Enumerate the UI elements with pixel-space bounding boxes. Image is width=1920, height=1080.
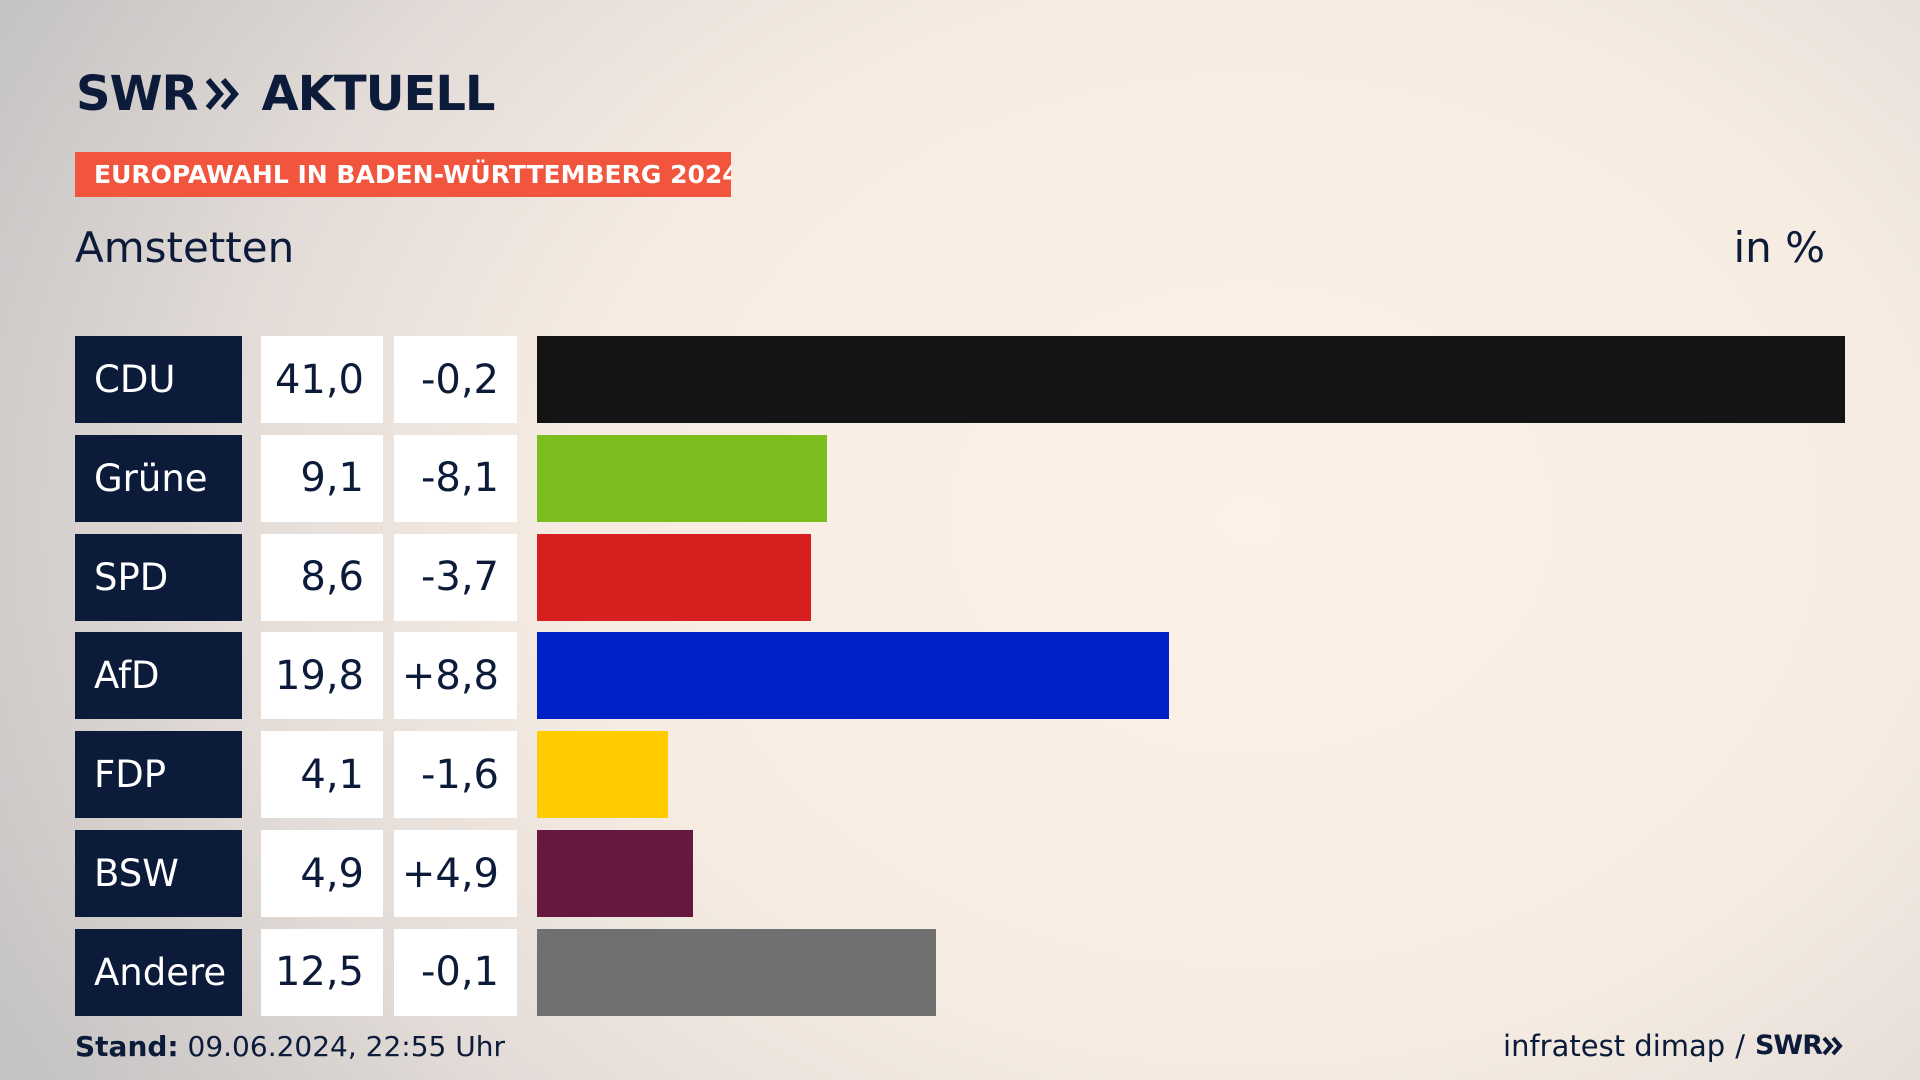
result-bar [537, 928, 936, 1016]
vote-share-value: 9,1 [261, 434, 383, 522]
result-bar [537, 336, 1845, 423]
party-label: FDP [75, 731, 242, 819]
change-value: -1,6 [394, 731, 517, 819]
result-bar [537, 434, 828, 522]
change-value: -8,1 [394, 434, 517, 522]
mini-chevron-icon [1822, 1036, 1843, 1056]
source-name: infratest dimap [1503, 1029, 1726, 1063]
stand-label: Stand: [75, 1030, 179, 1063]
vote-share-value: 8,6 [261, 533, 383, 621]
result-bar [537, 632, 1169, 720]
timestamp: Stand: 09.06.2024, 22:55 Uhr [75, 1030, 505, 1064]
mini-logo-text: SWR [1754, 1030, 1823, 1061]
result-row: Grüne 9,1 -8,1 [0, 434, 1920, 522]
party-label: Andere [75, 928, 242, 1016]
logo-aktuell-text: AKTUELL [261, 66, 495, 122]
logo-swr-text: SWR [76, 66, 198, 122]
result-bar [537, 533, 812, 621]
change-value: -3,7 [394, 533, 517, 621]
result-row: BSW 4,9 +4,9 [0, 830, 1920, 917]
result-row: FDP 4,1 -1,6 [0, 731, 1920, 819]
vote-share-value: 19,8 [261, 632, 383, 720]
change-value: +8,8 [394, 632, 517, 720]
change-value: -0,2 [394, 336, 517, 423]
result-bar [537, 731, 668, 819]
vote-share-value: 4,9 [261, 830, 383, 917]
result-bar [537, 830, 694, 917]
party-label: CDU [75, 336, 242, 423]
vote-share-value: 12,5 [261, 928, 383, 1016]
vote-share-value: 4,1 [261, 731, 383, 819]
unit-label: in % [1733, 223, 1825, 272]
party-label: SPD [75, 533, 242, 621]
source-credit: infratest dimap / SWR [1503, 1029, 1844, 1063]
result-row: CDU 41,0 -0,2 [0, 336, 1920, 423]
source-separator: / [1735, 1029, 1745, 1063]
location-title: Amstetten [75, 223, 295, 272]
result-row: AfD 19,8 +8,8 [0, 632, 1920, 720]
double-chevron-icon [205, 76, 241, 112]
swr-mini-logo: SWR [1755, 1029, 1844, 1063]
party-label: BSW [75, 830, 242, 917]
swr-aktuell-logo: SWR AKTUELL [76, 66, 496, 122]
change-value: +4,9 [394, 830, 517, 917]
stand-value: 09.06.2024, 22:55 Uhr [187, 1030, 505, 1063]
result-row: Andere 12,5 -0,1 [0, 928, 1920, 1016]
election-badge: EUROPAWAHL IN BADEN-WÜRTTEMBERG 2024 [75, 152, 731, 197]
result-row: SPD 8,6 -3,7 [0, 533, 1920, 621]
party-label: Grüne [75, 434, 242, 522]
change-value: -0,1 [394, 928, 517, 1016]
party-label: AfD [75, 632, 242, 720]
vote-share-value: 41,0 [261, 336, 383, 423]
